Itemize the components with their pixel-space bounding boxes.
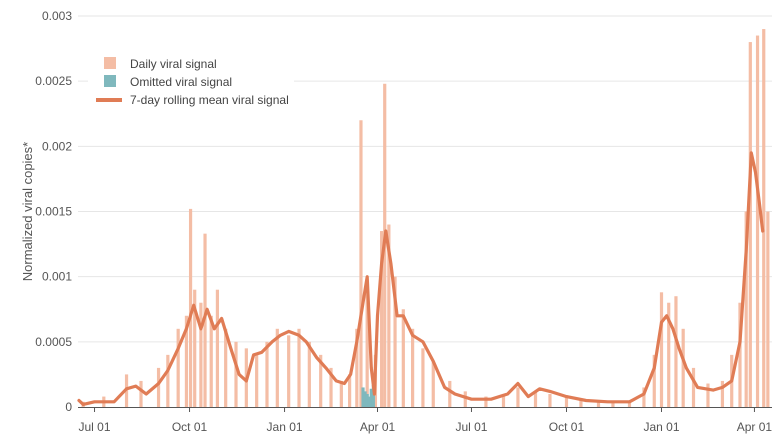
omitted-bars-layer xyxy=(361,384,375,407)
bars-layer xyxy=(81,29,770,408)
daily-bar xyxy=(234,341,238,407)
daily-bar xyxy=(681,328,685,407)
daily-bar xyxy=(348,374,352,407)
omitted-bar xyxy=(363,391,367,407)
legend-label-omitted: Omitted viral signal xyxy=(130,75,232,89)
daily-bar xyxy=(255,354,259,407)
daily-bar xyxy=(193,289,197,407)
y-tick-label: 0 xyxy=(65,400,72,414)
daily-bar xyxy=(431,361,435,407)
daily-bar xyxy=(748,42,752,408)
y-tick-label: 0.0005 xyxy=(35,335,72,349)
daily-bar xyxy=(156,367,161,407)
omitted-bar xyxy=(369,388,373,407)
daily-bar xyxy=(659,292,664,407)
legend-label-rolling: 7-day rolling mean viral signal xyxy=(130,93,289,107)
daily-bar xyxy=(411,328,415,407)
legend-swatch-daily xyxy=(104,57,116,69)
legend: Daily viral signal Omitted viral signal … xyxy=(88,48,294,112)
daily-bar xyxy=(652,354,656,407)
daily-bar xyxy=(611,401,615,407)
daily-bar xyxy=(355,328,359,407)
daily-bar xyxy=(484,396,488,407)
daily-bar xyxy=(762,29,766,408)
x-tick-label: Apr 01 xyxy=(737,420,773,434)
daily-bar xyxy=(380,231,384,407)
rolling-mean-layer xyxy=(77,151,765,406)
daily-bar xyxy=(667,302,671,407)
legend-label-daily: Daily viral signal xyxy=(130,57,217,71)
x-tick-labels: Jul 01 Oct 01 Jan 01 Apr 01 Jul 01 Oct 01 Jan … xyxy=(79,407,773,434)
daily-bar xyxy=(463,391,467,407)
daily-bar xyxy=(533,391,538,407)
daily-bar xyxy=(596,400,601,407)
daily-bar xyxy=(188,208,193,407)
daily-bar xyxy=(319,354,323,407)
daily-bar xyxy=(359,120,363,408)
daily-bar xyxy=(448,380,452,407)
y-axis-title: Normalized viral copies* xyxy=(20,142,35,281)
daily-bar xyxy=(387,224,391,407)
daily-bar xyxy=(738,302,742,407)
x-tick-label: Jul 01 xyxy=(455,420,487,434)
y-tick-label: 0.003 xyxy=(42,9,72,23)
daily-bar xyxy=(642,387,646,407)
daily-bar xyxy=(265,341,269,407)
omitted-bar xyxy=(367,396,371,407)
legend-background xyxy=(88,48,294,112)
daily-bar xyxy=(287,335,291,407)
daily-bar xyxy=(516,387,520,407)
daily-bar xyxy=(421,348,425,407)
daily-bar xyxy=(224,328,228,407)
y-tick-label: 0.002 xyxy=(42,139,72,153)
daily-bar xyxy=(393,276,397,407)
daily-bar xyxy=(501,393,506,407)
daily-bar xyxy=(215,289,220,407)
x-tick-label: Apr 01 xyxy=(360,420,396,434)
x-tick-label: Jan 01 xyxy=(643,420,679,434)
y-tick-label: 0.001 xyxy=(42,270,72,284)
omitted-bar xyxy=(371,384,375,407)
omitted-bar xyxy=(365,393,369,407)
omitted-bar xyxy=(361,387,365,407)
x-tick-label: Oct 01 xyxy=(172,420,208,434)
daily-bar xyxy=(691,367,696,407)
y-tick-label: 0.0015 xyxy=(35,205,72,219)
daily-bar xyxy=(579,399,583,407)
daily-bar xyxy=(401,309,405,407)
daily-bar xyxy=(199,302,203,407)
daily-bar xyxy=(275,328,279,407)
y-tick-label: 0.0025 xyxy=(35,74,72,88)
x-tick-label: Oct 01 xyxy=(549,420,585,434)
daily-bar xyxy=(297,328,301,407)
daily-bar xyxy=(674,296,678,407)
daily-bar xyxy=(139,380,143,407)
daily-bar xyxy=(365,283,369,407)
daily-bar xyxy=(176,328,180,407)
daily-bar xyxy=(766,211,770,407)
daily-bar xyxy=(209,315,213,407)
daily-bar xyxy=(706,383,710,407)
daily-bar xyxy=(627,401,632,407)
daily-bar xyxy=(166,354,170,407)
daily-bar xyxy=(307,341,311,407)
legend-swatch-omitted xyxy=(104,75,116,87)
x-tick-label: Jan 01 xyxy=(267,420,303,434)
x-tick-label: Jul 01 xyxy=(79,420,111,434)
daily-bar xyxy=(329,367,333,407)
daily-bar xyxy=(339,380,343,407)
rolling-mean-line xyxy=(77,151,765,406)
daily-bar xyxy=(548,393,552,407)
daily-bar xyxy=(744,211,748,407)
daily-bar xyxy=(184,315,189,407)
daily-bar xyxy=(720,380,725,407)
daily-bar xyxy=(755,35,760,408)
y-tick-labels: 0 0.0005 0.001 0.0015 0.002 0.0025 0.003 xyxy=(35,9,72,414)
daily-bar xyxy=(564,395,569,407)
